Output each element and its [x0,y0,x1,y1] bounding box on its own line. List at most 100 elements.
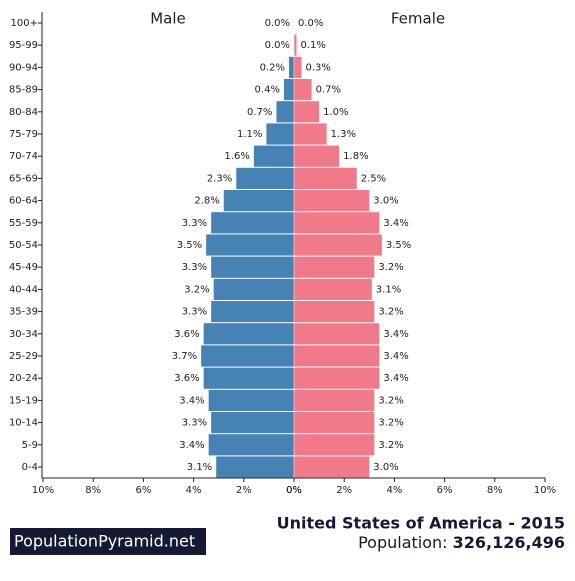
bar [294,101,320,123]
y-tick-label: 95-99 [9,40,38,51]
value-label: 3.2% [378,395,403,406]
value-label: 0.4% [255,85,280,96]
y-tick-label: 90-94 [9,62,38,73]
bar [208,434,294,456]
value-label: 1.6% [224,151,249,162]
bar [294,56,302,78]
brand-box [10,528,206,555]
population-label: Population: [358,533,447,552]
value-label: 3.6% [174,329,199,340]
value-label: 3.1% [187,462,212,473]
bar [294,190,370,212]
bar [253,145,294,167]
bar [294,323,380,345]
value-label: 0.0% [298,18,323,29]
value-label: 2.8% [194,196,219,207]
value-label: 3.4% [383,329,408,340]
bar [276,101,294,123]
bar [294,412,375,434]
bar [216,456,294,478]
population: Population: 326,126,496 [358,533,565,552]
x-tick-label: 8% [487,485,503,496]
value-label: 3.2% [378,307,403,318]
value-label: 3.0% [373,462,398,473]
value-label: 3.3% [182,307,207,318]
y-tick-label: 75-79 [9,129,38,140]
bar [211,412,294,434]
value-label: 0.1% [301,40,326,51]
bar [266,123,294,145]
bar [294,345,380,367]
y-tick-label: 60-64 [9,196,38,207]
x-tick-label: 6% [437,485,453,496]
value-label: 0.7% [316,85,341,96]
bar [201,345,294,367]
bar [294,34,297,56]
value-label: 3.7% [172,351,197,362]
y-tick-label: 70-74 [9,151,38,162]
x-tick-label: 4% [386,485,402,496]
value-label: 3.3% [182,218,207,229]
x-tick-label: 10% [32,485,54,496]
y-tick-label: 50-54 [9,240,38,251]
value-label: 3.3% [182,262,207,273]
y-tick-label: 85-89 [9,85,38,96]
x-tick-label: 4% [186,485,202,496]
y-tick-label: 15-19 [9,395,38,406]
y-tick-label: 25-29 [9,351,38,362]
value-label: 3.4% [383,351,408,362]
bar [211,256,294,278]
value-label: 1.1% [237,129,262,140]
value-label: 0.0% [265,40,290,51]
bar [283,79,294,101]
bar [203,323,294,345]
population-value: 326,126,496 [453,533,565,552]
y-tick-label: 55-59 [9,218,38,229]
bar [211,301,294,323]
bar [223,190,294,212]
bar [294,145,340,167]
value-label: 3.5% [177,240,202,251]
brand: PopulationPyramid.net [14,532,195,551]
value-label: 0.2% [260,62,285,73]
value-label: 3.2% [378,262,403,273]
bar [206,234,294,256]
bar [294,367,380,389]
value-label: 0.0% [265,18,290,29]
bar [294,456,370,478]
bar [213,278,294,300]
y-tick-label: 40-44 [9,284,38,295]
y-tick-label: 100+ [11,18,38,29]
bar [294,278,372,300]
value-label: 0.3% [306,62,331,73]
bar [294,79,312,101]
bar [294,389,375,411]
value-label: 3.0% [373,196,398,207]
bar [294,434,375,456]
x-tick-label: 0% [286,485,302,496]
bar [294,212,380,234]
x-tick-label: 6% [135,485,151,496]
y-tick-label: 80-84 [9,107,38,118]
value-label: 3.4% [179,395,204,406]
value-label: 3.1% [376,284,401,295]
y-tick-label: 0-4 [22,462,38,473]
value-label: 1.8% [343,151,368,162]
x-tick-label: 8% [85,485,101,496]
legend-male: Male [150,10,186,28]
country-title: United States of America - 2015 [277,514,565,533]
x-tick-label: 10% [534,485,556,496]
value-label: 3.2% [184,284,209,295]
value-label: 3.6% [174,373,199,384]
y-tick-label: 10-14 [9,418,38,429]
y-tick-label: 20-24 [9,373,38,384]
bar [294,301,375,323]
value-label: 2.3% [207,173,232,184]
value-label: 3.4% [179,440,204,451]
x-tick-label: 2% [336,485,352,496]
bar [294,167,357,189]
bar [236,167,294,189]
x-tick-label: 0% [286,485,302,496]
value-label: 0.7% [247,107,272,118]
